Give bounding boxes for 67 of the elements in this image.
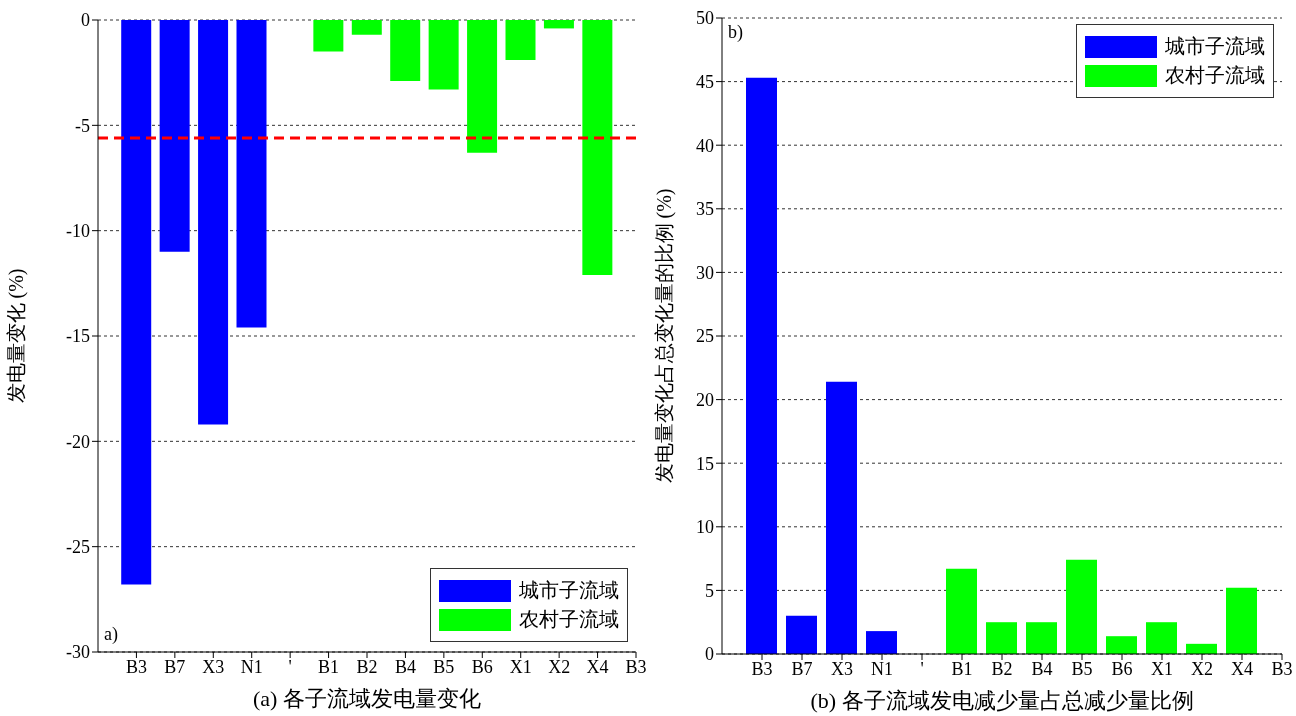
y-tick-label: 15: [696, 453, 714, 474]
x-tick-label: X4: [1231, 658, 1253, 679]
bar: [1066, 559, 1097, 654]
y-tick-label: -25: [66, 537, 90, 558]
legend-label: 城市子流域: [519, 578, 619, 603]
x-tick-label: X3: [202, 656, 225, 677]
y-tick-label: 25: [696, 326, 714, 347]
bar: [746, 77, 777, 654]
x-axis-title: (b) 各子流域发电减少量占总减少量比例: [810, 688, 1194, 713]
x-tick-label: B1: [951, 658, 973, 679]
x-tick-label: B4: [394, 656, 416, 677]
x-tick-label: B4: [1031, 658, 1053, 679]
bar: [1146, 622, 1177, 654]
bar: [826, 381, 857, 654]
legend-label: 农村子流域: [519, 607, 619, 632]
annotation: a): [104, 624, 118, 645]
bar: [986, 622, 1017, 654]
x-tick-label: N1: [871, 658, 893, 679]
y-tick-label: 20: [696, 389, 714, 410]
bar: [786, 615, 817, 654]
x-tick-label: B6: [1111, 658, 1133, 679]
x-tick-label: B1: [318, 656, 340, 677]
x-tick-label: B7: [791, 658, 813, 679]
y-tick-label: -10: [66, 221, 90, 242]
x-tick-label: B3: [125, 656, 147, 677]
y-tick-label: 5: [705, 580, 714, 601]
x-tick-label: ': [288, 656, 292, 677]
y-tick-label: -15: [66, 326, 90, 347]
x-tick-label: B3: [625, 656, 647, 677]
x-tick-label: N1: [240, 656, 263, 677]
y-tick-label: -20: [66, 431, 90, 452]
x-tick-label: X2: [548, 656, 571, 677]
bar: [866, 631, 897, 654]
y-tick-label: 0: [705, 644, 714, 665]
x-axis-title: (a) 各子流域发电量变化: [253, 686, 481, 711]
x-tick-label: X3: [831, 658, 853, 679]
y-tick-label: 50: [696, 8, 714, 29]
x-tick-label: B5: [1071, 658, 1093, 679]
y-tick-label: 0: [81, 10, 90, 31]
y-tick-label: 45: [696, 71, 714, 92]
legend-label: 农村子流域: [1165, 63, 1265, 88]
y-axis-title: 发电量变化 (%): [5, 268, 29, 404]
bar: [1226, 587, 1257, 654]
x-tick-label: B3: [1271, 658, 1293, 679]
y-tick-label: 35: [696, 199, 714, 220]
x-tick-label: B5: [433, 656, 455, 677]
x-tick-label: B3: [751, 658, 773, 679]
x-tick-label: B6: [471, 656, 493, 677]
x-tick-label: ': [920, 658, 924, 679]
bar: [1026, 622, 1057, 654]
x-tick-label: B7: [164, 656, 186, 677]
bar: [946, 568, 977, 654]
x-tick-label: B2: [991, 658, 1013, 679]
x-tick-label: X1: [1151, 658, 1173, 679]
x-tick-label: X4: [586, 656, 609, 677]
x-tick-label: B2: [356, 656, 378, 677]
y-tick-label: -5: [75, 115, 90, 136]
y-tick-label: 30: [696, 262, 714, 283]
y-tick-label: 10: [696, 517, 714, 538]
bar: [1106, 636, 1137, 654]
y-tick-label: 40: [696, 135, 714, 156]
legend-label: 城市子流域: [1165, 34, 1265, 59]
y-axis-title: 发电量变化占总变化量的比例 (%): [653, 188, 677, 484]
annotation: b): [728, 22, 743, 43]
x-tick-label: X1: [509, 656, 532, 677]
y-tick-label: -30: [66, 642, 90, 663]
x-tick-label: X2: [1191, 658, 1213, 679]
